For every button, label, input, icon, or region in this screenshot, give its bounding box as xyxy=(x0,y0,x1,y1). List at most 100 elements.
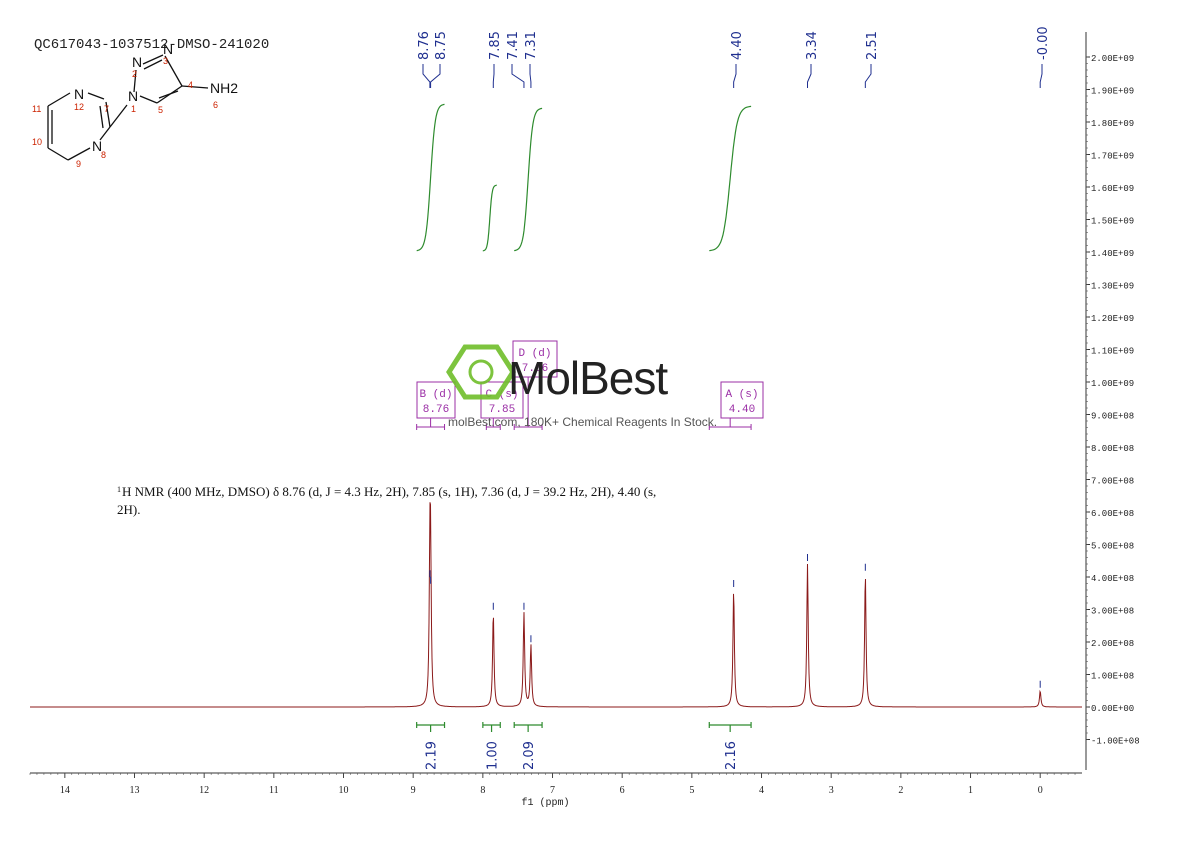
y-tick-label: 7.00E+08 xyxy=(1091,477,1134,487)
structure-atom-labels: N N N N N NH2 xyxy=(74,41,238,154)
atom-number-6: 6 xyxy=(213,100,218,110)
multiplet-bracket xyxy=(416,418,446,430)
integral-value: 2.16 xyxy=(724,741,739,770)
atom-number-12: 12 xyxy=(74,102,84,112)
x-tick-label: 13 xyxy=(130,785,140,796)
y-tick-label: 1.60E+09 xyxy=(1091,184,1134,194)
spectrum-line xyxy=(30,502,1082,708)
integral-value: 2.19 xyxy=(425,741,440,770)
peak-markers xyxy=(429,554,1041,688)
y-axis: 2.00E+09 1.90E+09 1.80E+09 1.70E+09 1.60E+09… xyxy=(1085,32,1140,770)
x-tick-label: 8 xyxy=(480,785,485,796)
multiplet-box xyxy=(512,340,558,378)
x-tick-label: 1 xyxy=(968,785,973,796)
y-tick-label: 8.00E+08 xyxy=(1091,444,1134,454)
peak-label-leader xyxy=(1039,64,1043,88)
spectrum-trace xyxy=(30,502,1082,708)
nmr-summary: 1 H NMR (400 MHz, DMSO) δ 8.76 (d, J = 4… xyxy=(117,484,656,517)
atom-number-7: 7 xyxy=(104,104,109,114)
integral-curve xyxy=(416,103,445,252)
multiplet-bracket xyxy=(513,377,543,430)
peak-label-leader xyxy=(529,64,532,88)
nmr-summary-line2: 2H). xyxy=(117,502,140,517)
integral-value: 2.09 xyxy=(522,741,537,770)
peak-labels: 8.76 8.75 7.85 7.41 7.31 4.40 3.34 2.51 -0.00 xyxy=(417,26,1051,88)
x-tick-label: 6 xyxy=(620,785,625,796)
multiplet-bracket xyxy=(708,418,752,430)
peak-label: -0.00 xyxy=(1036,26,1051,60)
atom-number-11: 11 xyxy=(32,104,41,114)
y-tick-label: 5.00E+08 xyxy=(1091,542,1134,552)
y-tick-label: 1.30E+09 xyxy=(1091,282,1134,292)
atom-number-3: 3 xyxy=(163,56,168,66)
peak-label-leader xyxy=(430,64,441,88)
peak-label: 4.40 xyxy=(730,31,745,60)
multiplet-label: B (d) xyxy=(419,389,452,401)
integral-value: 1.00 xyxy=(486,741,501,770)
atom-number-10: 10 xyxy=(32,137,42,147)
atom-number-9: 9 xyxy=(76,159,81,169)
y-tick-label: 1.00E+09 xyxy=(1091,379,1134,389)
y-tick-label: 6.00E+08 xyxy=(1091,509,1134,519)
y-tick-label: 1.10E+09 xyxy=(1091,347,1134,357)
peak-label: 3.34 xyxy=(805,31,820,60)
multiplet-box xyxy=(720,381,764,419)
x-tick-label: 12 xyxy=(199,785,209,796)
y-tick-label: 1.00E+08 xyxy=(1091,672,1134,682)
y-tick-label: 9.00E+08 xyxy=(1091,412,1134,422)
x-tick-label: 3 xyxy=(829,785,834,796)
atom-number-8: 8 xyxy=(101,150,106,160)
y-tick-label: 1.40E+09 xyxy=(1091,249,1134,259)
y-tick-label: 1.90E+09 xyxy=(1091,87,1134,97)
y-tick-label: 3.00E+08 xyxy=(1091,607,1134,617)
multiplet-shift: 7.36 xyxy=(522,363,548,375)
y-tick-label: 1.50E+09 xyxy=(1091,217,1134,227)
y-tick-label: 2.00E+08 xyxy=(1091,639,1134,649)
watermark: MolBest molBest.com, 180K+ Chemical Reag… xyxy=(446,344,717,429)
multiplet-label: D (d) xyxy=(518,348,551,360)
x-tick-label: 0 xyxy=(1038,785,1043,796)
x-tick-label: 9 xyxy=(411,785,416,796)
atom-n8: N xyxy=(92,138,102,154)
y-tick-label: 0.00E+00 xyxy=(1091,704,1134,714)
peak-label: 7.31 xyxy=(524,31,539,60)
peak-label-leader xyxy=(733,64,737,88)
peak-label: 7.85 xyxy=(488,31,503,60)
x-tick-label: 2 xyxy=(898,785,903,796)
peak-label: 8.76 xyxy=(417,31,432,60)
x-tick-label: 7 xyxy=(550,785,555,796)
x-tick-label: 4 xyxy=(759,785,764,796)
nmr-summary-superscript: 1 xyxy=(117,485,121,494)
integral-bracket xyxy=(482,722,501,732)
multiplet-bracket xyxy=(485,418,501,430)
multiplet-boxes: B (d)8.76C (s)7.85D (d)7.36A (s)4.40 xyxy=(416,340,764,430)
integral-brackets: 2.19 1.00 2.09 2.16 xyxy=(416,722,752,770)
y-tick-label: 1.20E+09 xyxy=(1091,314,1134,324)
peak-label: 2.51 xyxy=(865,31,880,60)
y-tick-label: 2.00E+09 xyxy=(1091,54,1134,64)
watermark-tagline: molBest.com, 180K+ Chemical Reagents In … xyxy=(448,415,717,429)
peak-label-leader xyxy=(511,64,525,88)
integral-curve xyxy=(514,107,543,252)
structure-atom-numbers: 1 2 3 4 5 6 7 8 9 10 11 12 xyxy=(32,56,218,169)
multiplet-shift: 7.85 xyxy=(489,404,515,416)
integral-curves xyxy=(416,103,752,252)
y-tick-label: 4.00E+08 xyxy=(1091,574,1134,584)
integral-bracket xyxy=(416,722,446,732)
integral-bracket xyxy=(708,722,752,732)
atom-n2: N xyxy=(132,54,142,70)
y-tick-label: -1.00E+08 xyxy=(1091,737,1140,747)
x-tick-label: 11 xyxy=(269,785,279,796)
integral-curve xyxy=(709,105,752,252)
watermark-brand: MolBest xyxy=(508,352,668,404)
integral-bracket xyxy=(513,722,543,732)
x-tick-label: 10 xyxy=(339,785,349,796)
peak-label-leader xyxy=(492,64,495,88)
atom-number-2: 2 xyxy=(132,69,137,79)
y-tick-label: 1.80E+09 xyxy=(1091,119,1134,129)
atom-number-4: 4 xyxy=(188,80,193,90)
x-tick-label: 5 xyxy=(689,785,694,796)
peak-label-leader xyxy=(422,64,431,88)
multiplet-shift: 4.40 xyxy=(729,404,755,416)
